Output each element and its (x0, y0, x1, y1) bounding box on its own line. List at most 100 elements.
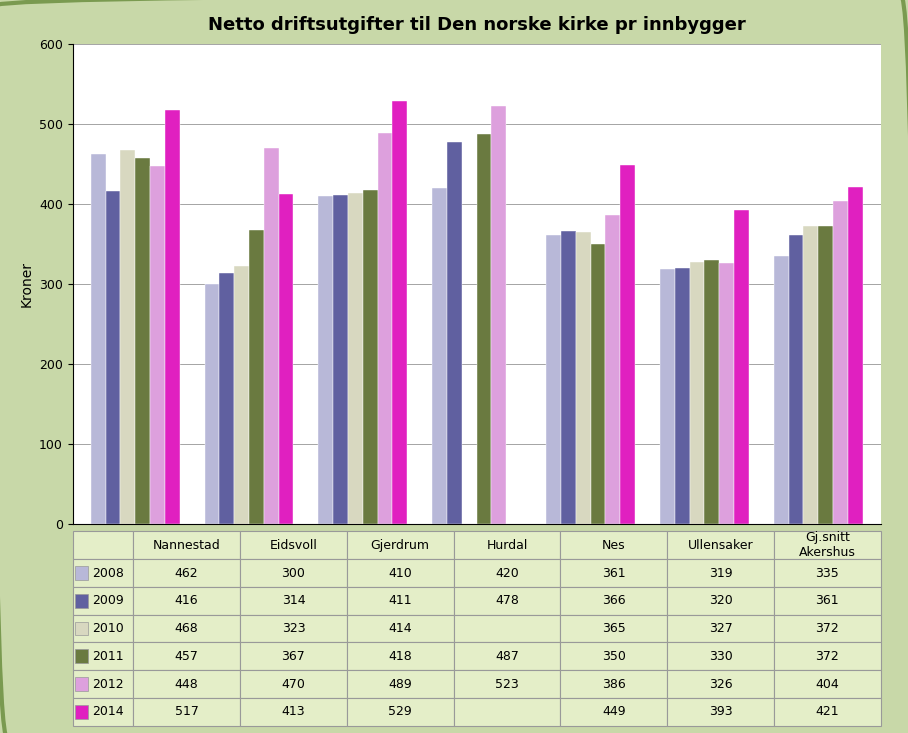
Title: Netto driftsutgifter til Den norske kirke pr innbygger: Netto driftsutgifter til Den norske kirk… (208, 16, 745, 34)
Bar (378, 133, 392, 524)
Text: 517: 517 (174, 705, 199, 718)
Bar (848, 187, 863, 524)
Text: 327: 327 (709, 622, 733, 635)
Bar (560, 559, 667, 587)
Bar (667, 670, 774, 698)
Text: 523: 523 (495, 677, 518, 690)
Bar (133, 587, 240, 615)
Text: 2009: 2009 (92, 594, 123, 608)
Bar (240, 531, 347, 559)
Bar (347, 559, 454, 587)
Text: 2012: 2012 (92, 677, 123, 690)
Bar (667, 587, 774, 615)
Bar (347, 642, 454, 670)
Bar (774, 642, 881, 670)
Bar (73, 642, 133, 670)
Text: 421: 421 (815, 705, 839, 718)
Bar (576, 232, 590, 524)
Bar (279, 194, 293, 524)
Bar (133, 615, 240, 642)
Bar (560, 587, 667, 615)
Bar (788, 235, 804, 524)
Bar (347, 531, 454, 559)
Text: Gjerdrum: Gjerdrum (370, 539, 429, 552)
Bar (348, 193, 363, 524)
Bar (620, 165, 635, 524)
Bar (454, 559, 560, 587)
Bar (774, 698, 881, 726)
Bar (347, 587, 454, 615)
Bar (491, 106, 507, 524)
Bar (264, 148, 279, 524)
Bar (454, 642, 560, 670)
Text: 361: 361 (815, 594, 839, 608)
Bar (133, 531, 240, 559)
Bar (204, 284, 220, 524)
Bar (719, 263, 734, 524)
Bar (667, 642, 774, 670)
Bar (135, 158, 150, 524)
Text: 418: 418 (389, 649, 412, 663)
Bar (234, 265, 249, 524)
Bar (833, 201, 848, 524)
Y-axis label: Kroner: Kroner (19, 261, 34, 307)
Bar (561, 231, 576, 524)
Bar (774, 256, 788, 524)
Text: 314: 314 (281, 594, 305, 608)
Bar (75, 705, 88, 719)
Bar (675, 268, 689, 524)
Bar (240, 698, 347, 726)
Bar (240, 559, 347, 587)
Bar (705, 260, 719, 524)
Text: 323: 323 (281, 622, 305, 635)
Text: 372: 372 (815, 622, 839, 635)
Text: 367: 367 (281, 649, 305, 663)
Bar (804, 226, 818, 524)
Text: 411: 411 (389, 594, 412, 608)
Text: 372: 372 (815, 649, 839, 663)
Bar (133, 698, 240, 726)
Text: 2011: 2011 (92, 649, 123, 663)
Bar (333, 195, 348, 524)
Bar (75, 622, 88, 636)
Text: 449: 449 (602, 705, 626, 718)
Bar (133, 642, 240, 670)
Bar (73, 698, 133, 726)
Bar (774, 615, 881, 642)
Text: Hurdal: Hurdal (487, 539, 528, 552)
Bar (73, 615, 133, 642)
Bar (165, 111, 180, 524)
Text: Ullensaker: Ullensaker (687, 539, 754, 552)
Text: 478: 478 (495, 594, 519, 608)
Text: 320: 320 (709, 594, 733, 608)
Text: 448: 448 (174, 677, 199, 690)
Bar (150, 166, 165, 524)
Text: 489: 489 (389, 677, 412, 690)
Text: Nes: Nes (602, 539, 626, 552)
Text: 300: 300 (281, 567, 305, 580)
Text: 420: 420 (495, 567, 518, 580)
Text: 487: 487 (495, 649, 519, 663)
Bar (432, 188, 447, 524)
Text: Gj.snitt
Akershus: Gj.snitt Akershus (799, 531, 856, 559)
Bar (240, 642, 347, 670)
Bar (240, 615, 347, 642)
Bar (73, 670, 133, 698)
Bar (319, 196, 333, 524)
Text: 330: 330 (709, 649, 733, 663)
Bar (560, 531, 667, 559)
Bar (774, 559, 881, 587)
Bar (560, 670, 667, 698)
Text: 361: 361 (602, 567, 626, 580)
Bar (454, 587, 560, 615)
Bar (774, 587, 881, 615)
Bar (75, 566, 88, 580)
Bar (105, 191, 121, 524)
Text: 462: 462 (175, 567, 199, 580)
Text: 319: 319 (709, 567, 733, 580)
Bar (689, 262, 705, 524)
Text: 413: 413 (281, 705, 305, 718)
Bar (363, 190, 378, 524)
Text: 365: 365 (602, 622, 626, 635)
Text: 468: 468 (174, 622, 199, 635)
